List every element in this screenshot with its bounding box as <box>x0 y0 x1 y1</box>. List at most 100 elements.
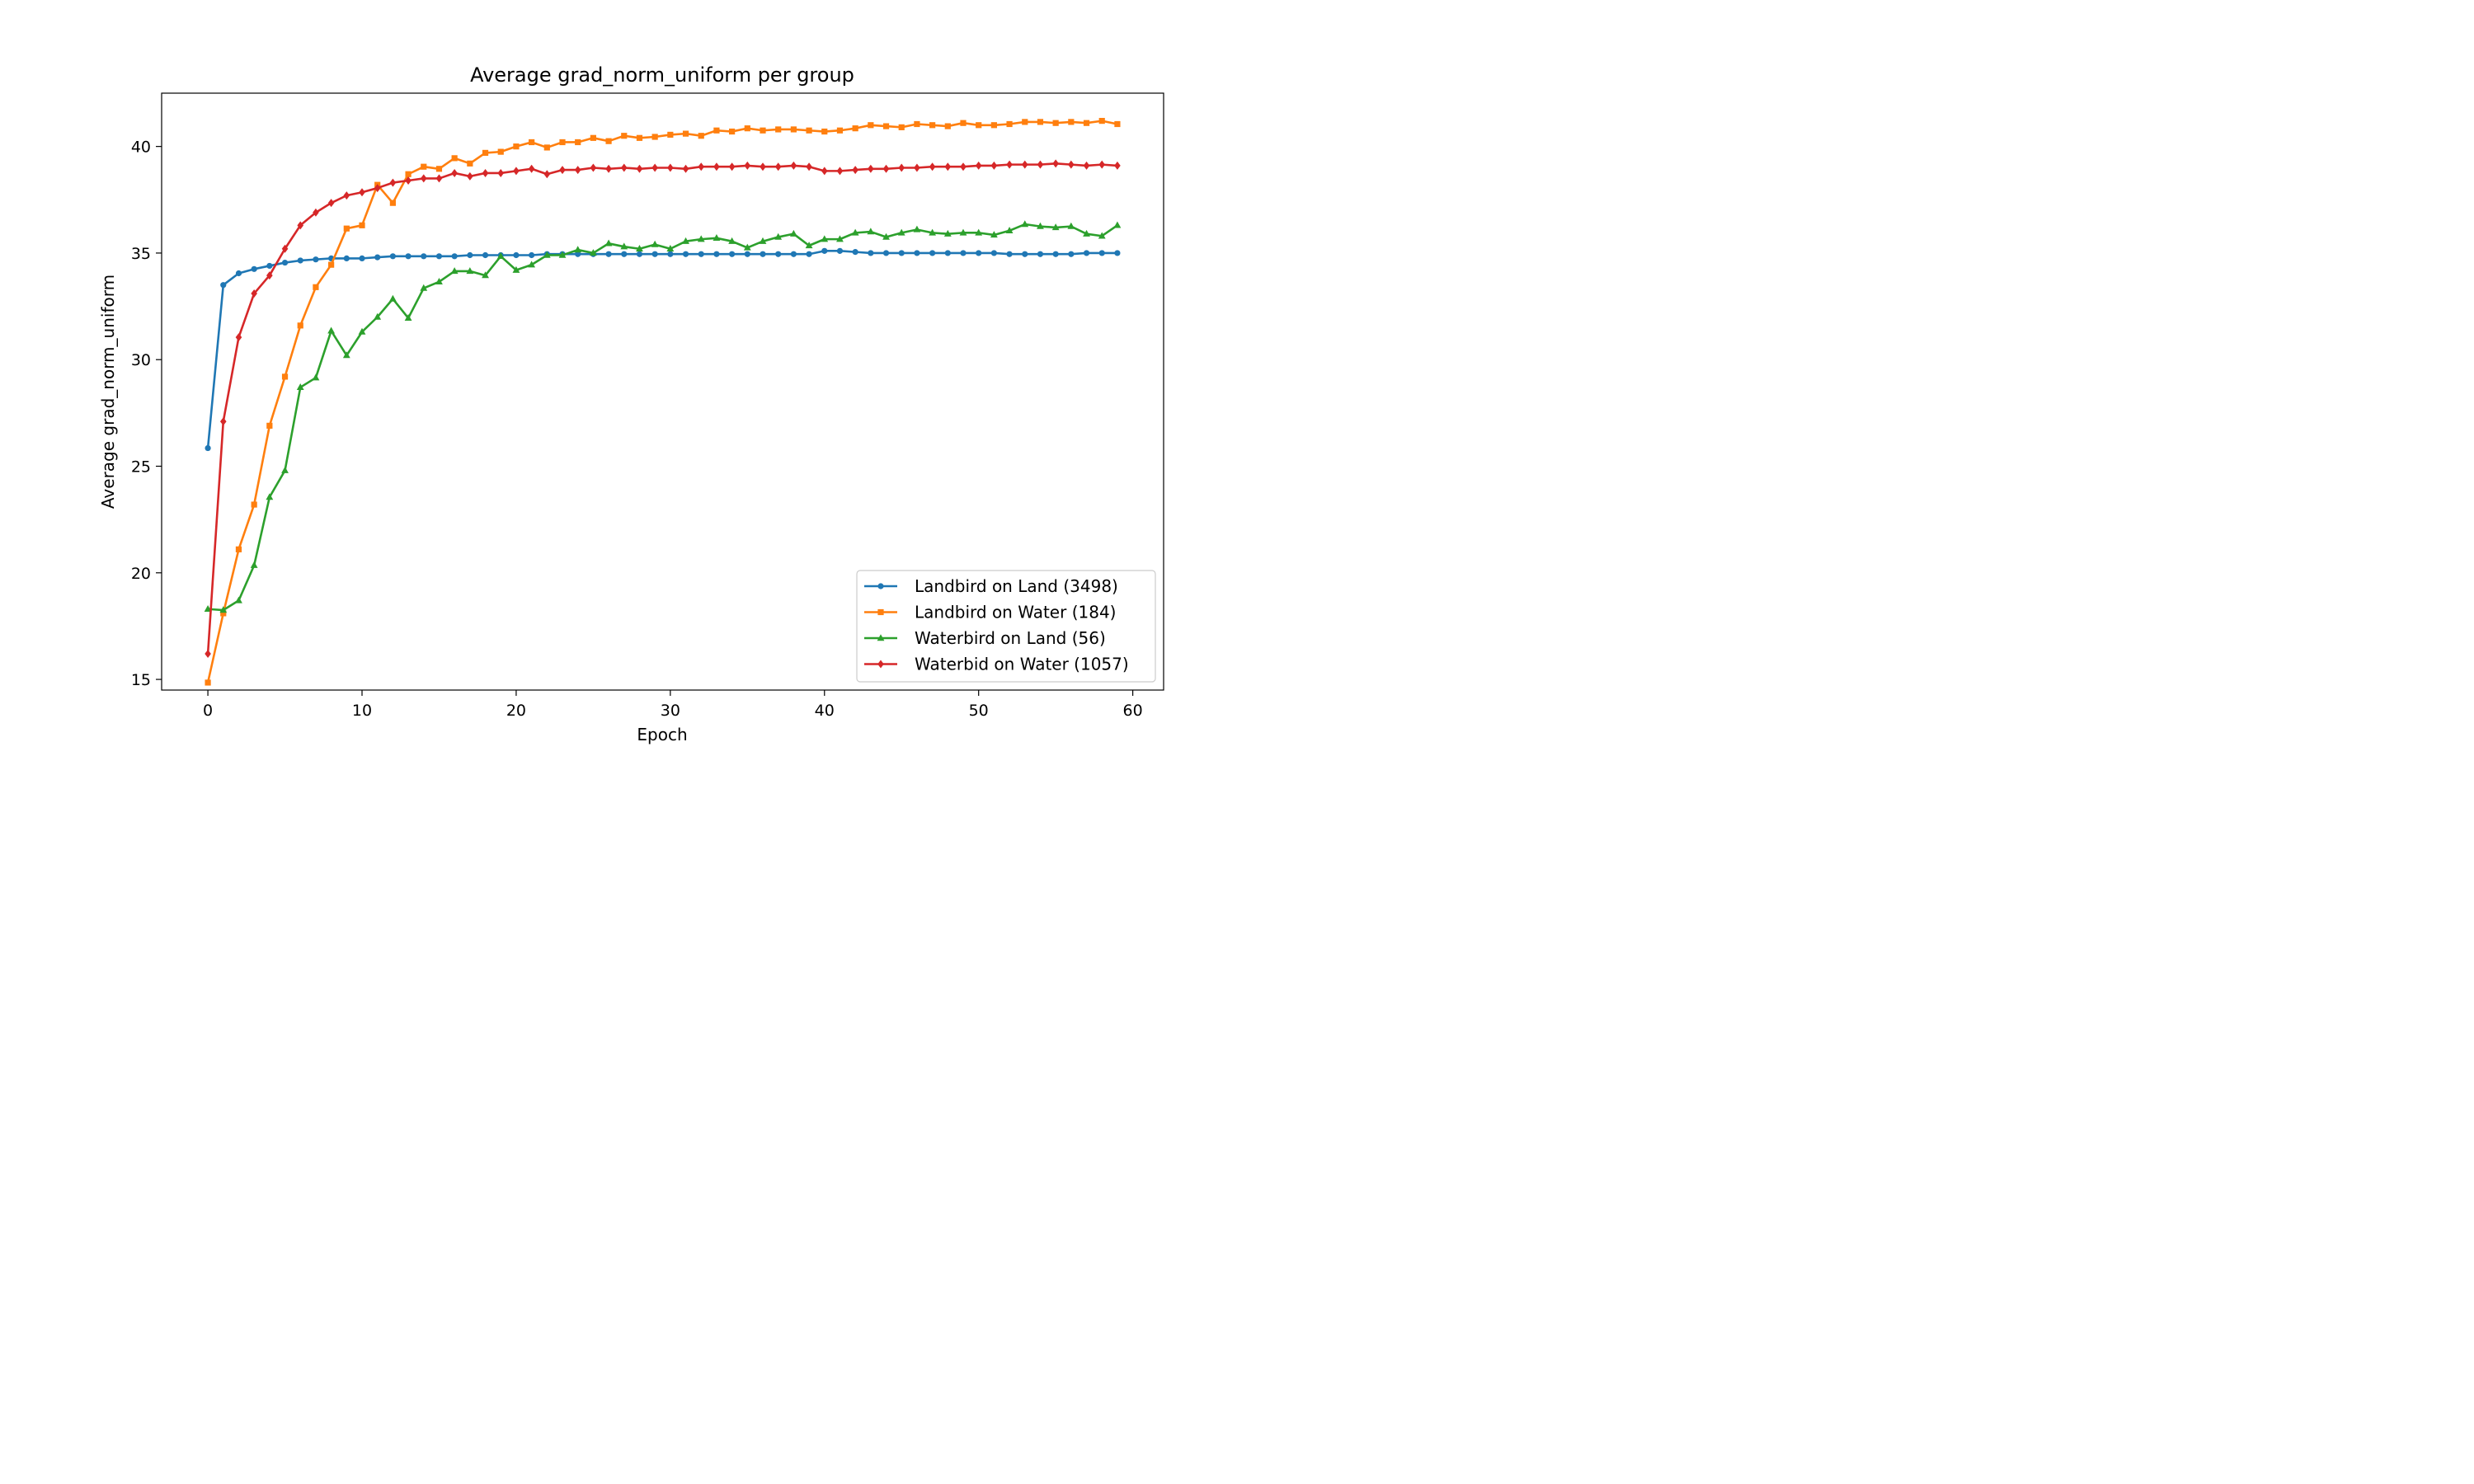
data-point <box>1052 120 1059 126</box>
data-point <box>205 650 211 659</box>
data-point <box>1006 160 1013 169</box>
data-point <box>929 122 936 129</box>
data-point <box>1021 220 1029 228</box>
data-point <box>651 251 658 257</box>
data-point <box>960 162 967 171</box>
data-point <box>250 561 258 568</box>
y-axis-label: Average grad_norm_uniform <box>98 275 118 509</box>
data-point <box>1052 159 1059 168</box>
data-point <box>219 606 228 613</box>
series-line <box>207 223 1118 612</box>
data-point <box>975 228 983 236</box>
data-point <box>220 610 227 617</box>
x-tick-label: 40 <box>815 702 835 720</box>
legend-label: Landbird on Land (3498) <box>915 576 1118 596</box>
data-point <box>405 171 412 177</box>
data-point <box>281 466 289 473</box>
data-point <box>435 174 443 183</box>
data-point <box>266 271 273 280</box>
legend-box <box>856 570 1156 683</box>
data-point <box>636 164 643 173</box>
data-point <box>775 126 782 133</box>
chart-title: Average grad_norm_uniform per group <box>470 63 854 87</box>
data-point <box>698 251 704 257</box>
data-point <box>698 162 705 171</box>
data-point <box>1006 251 1013 257</box>
data-point <box>574 246 582 253</box>
data-point <box>651 163 658 172</box>
data-point <box>327 326 336 334</box>
data-point <box>313 208 319 217</box>
data-point <box>266 262 273 270</box>
data-point <box>898 124 905 130</box>
data-point <box>976 250 982 256</box>
data-point <box>435 253 443 260</box>
data-point <box>836 167 844 176</box>
data-point <box>589 249 597 256</box>
data-point <box>1006 120 1013 128</box>
data-point <box>1113 221 1122 228</box>
data-point <box>759 237 767 244</box>
x-axis-label: Epoch <box>637 725 687 744</box>
series-2 <box>205 118 1121 686</box>
data-point <box>482 149 489 156</box>
y-tick-label: 35 <box>131 245 151 263</box>
data-point <box>575 139 581 146</box>
data-point <box>620 242 628 250</box>
data-point <box>467 160 473 167</box>
data-point <box>667 131 674 139</box>
data-point <box>744 161 751 170</box>
data-point <box>466 267 474 275</box>
data-point <box>913 225 921 232</box>
data-point <box>559 139 566 146</box>
y-tick-label: 25 <box>131 458 151 477</box>
data-point <box>636 251 643 257</box>
x-tick-label: 20 <box>506 702 526 720</box>
data-point <box>774 232 783 240</box>
data-point <box>620 163 628 172</box>
data-point <box>806 251 812 257</box>
data-point <box>251 501 257 508</box>
data-point <box>914 120 920 128</box>
legend-marker <box>877 583 884 589</box>
data-point <box>235 333 242 342</box>
data-point <box>1037 160 1044 169</box>
data-point <box>1037 222 1044 229</box>
data-point <box>559 166 566 175</box>
data-point <box>374 312 382 320</box>
legend-label: Landbird on Water (184) <box>915 603 1116 622</box>
data-point <box>297 322 303 329</box>
data-point <box>1022 251 1028 257</box>
data-point <box>235 596 242 603</box>
data-point <box>266 422 273 429</box>
data-point <box>1052 251 1059 257</box>
data-point <box>605 164 612 173</box>
data-point <box>359 222 365 228</box>
y-tick-label: 15 <box>131 671 151 689</box>
data-point <box>374 254 381 261</box>
data-point <box>621 251 628 257</box>
data-point <box>990 161 998 170</box>
data-point <box>451 253 458 260</box>
data-point <box>651 240 659 247</box>
data-point <box>251 289 257 298</box>
data-point <box>451 155 458 162</box>
data-point <box>528 261 536 268</box>
data-point <box>729 251 736 257</box>
data-point <box>420 174 427 183</box>
data-point <box>543 251 551 258</box>
data-point <box>1037 251 1044 257</box>
x-tick-label: 10 <box>352 702 372 720</box>
y-tick-label: 30 <box>131 351 151 369</box>
data-point <box>1114 250 1121 256</box>
data-point <box>266 493 274 500</box>
data-point <box>543 144 550 151</box>
data-point <box>851 228 859 236</box>
legend-entry: Waterbird on Land (56) <box>864 628 1106 648</box>
data-point <box>313 284 319 290</box>
data-point <box>789 229 797 237</box>
data-point <box>1083 229 1090 237</box>
data-point <box>729 128 736 135</box>
data-point <box>836 127 844 134</box>
data-point <box>713 251 720 257</box>
